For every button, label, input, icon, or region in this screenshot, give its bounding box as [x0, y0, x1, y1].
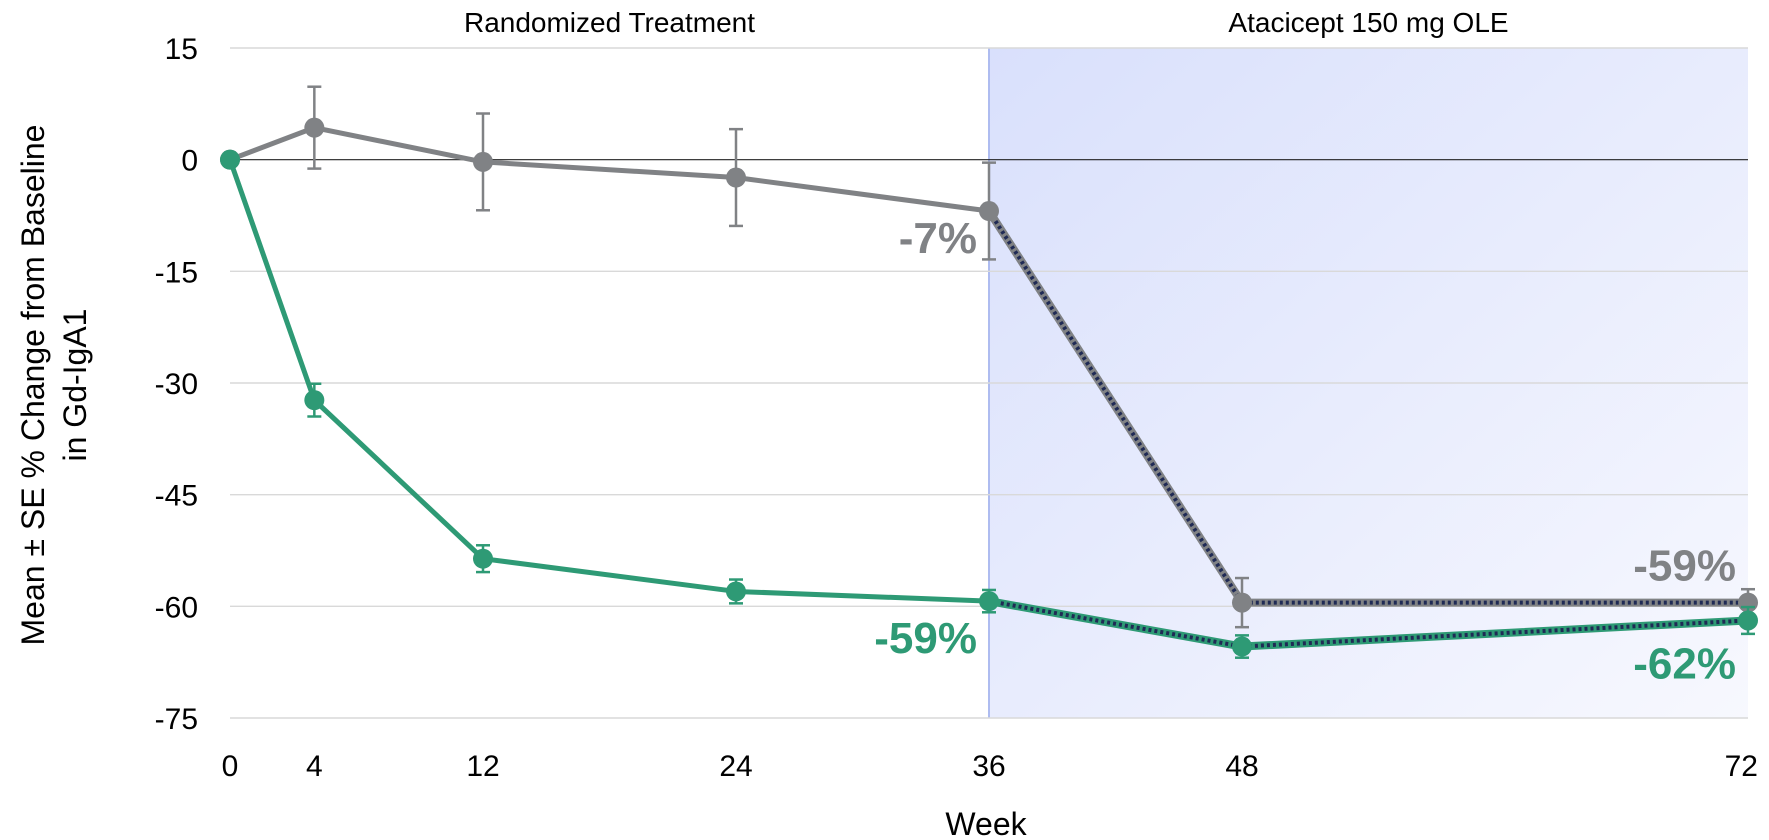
x-tick-label: 4 [306, 750, 323, 783]
data-point [1232, 636, 1252, 657]
data-point [304, 390, 325, 411]
y-axis-title-line2: in Gd-IgA1 [57, 309, 93, 462]
series-1-ole-dash [988, 599, 1749, 649]
data-point [304, 117, 325, 138]
x-tick-label: 48 [1225, 750, 1258, 783]
region-label-1: Atacicept 150 mg OLE [1228, 7, 1508, 38]
x-axis-title: Week [945, 806, 1027, 840]
annotation-label: -59% [874, 614, 977, 663]
data-point [473, 548, 493, 569]
data-point [726, 167, 746, 188]
region-label-0: Randomized Treatment [464, 7, 755, 38]
y-tick-label: -75 [155, 703, 198, 736]
data-point [1738, 610, 1758, 631]
x-tick-label: 36 [972, 750, 1005, 783]
series-1-line [227, 157, 992, 604]
y-tick-label: 15 [165, 33, 198, 66]
x-tick-label: 0 [222, 750, 239, 783]
annotation-label: -62% [1633, 639, 1736, 688]
annotation-label: -7% [899, 214, 977, 263]
y-tick-label: -45 [155, 480, 198, 513]
data-point [1232, 592, 1252, 613]
data-point [979, 591, 999, 612]
y-tick-label: -15 [155, 256, 198, 289]
data-point [726, 581, 746, 602]
y-tick-label: -60 [155, 591, 198, 624]
y-tick-label: 0 [181, 145, 198, 178]
data-point [979, 201, 999, 222]
y-axis-title-line1: Mean ± SE % Change from Baseline [15, 125, 51, 646]
data-point [220, 149, 240, 170]
series-0-line [227, 125, 992, 214]
annotation-label: -59% [1633, 542, 1736, 591]
y-tick-label: -30 [155, 368, 198, 401]
x-tick-label: 12 [466, 750, 499, 783]
x-tick-label: 72 [1725, 750, 1758, 783]
data-point [473, 151, 493, 172]
x-tick-label: 24 [719, 750, 752, 783]
